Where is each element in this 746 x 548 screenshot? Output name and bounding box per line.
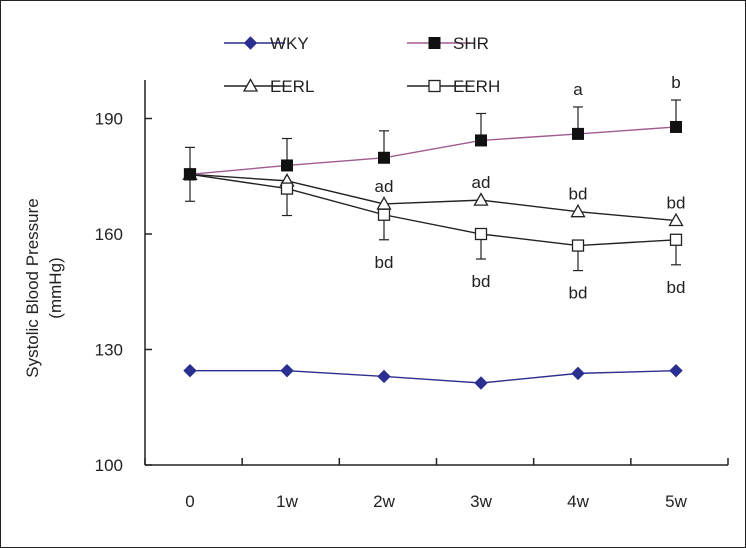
series-wky — [183, 363, 683, 390]
x-tick-label: 5w — [665, 492, 687, 511]
data-point-eerh — [377, 208, 391, 221]
data-point-wky — [571, 366, 585, 381]
series-line-eerl — [189, 173, 677, 222]
legend-label: SHR — [453, 34, 489, 53]
data-point-shr — [670, 120, 682, 133]
data-point-eerh — [669, 233, 683, 246]
data-point-eerh — [280, 182, 294, 195]
legend-label: EERH — [453, 77, 500, 96]
axes: 100 130 160 190 0 1w 2w 3w 4w 5w — [95, 80, 729, 511]
legend-label: WKY — [270, 34, 309, 53]
series-eerl: ad ad bd bd — [182, 166, 686, 227]
series-line-shr — [189, 126, 677, 176]
series-eerh: bd bd bd bd — [183, 168, 686, 303]
data-point-wky — [280, 363, 294, 378]
significance-label: bd — [472, 272, 491, 291]
y-axis-unit-label: (mmHg) — [46, 257, 65, 318]
x-tick-label: 1w — [276, 492, 298, 511]
data-point-eerh — [571, 239, 585, 252]
significance-label: bd — [667, 194, 686, 213]
legend-item-wky: WKY — [224, 34, 309, 53]
significance-label: bd — [569, 284, 588, 303]
data-point-shr — [378, 151, 390, 164]
legend-marker — [242, 78, 259, 92]
data-point-wky — [183, 363, 197, 378]
y-tick-label: 160 — [95, 225, 123, 244]
data-point-eerl — [473, 192, 489, 206]
y-tick-label: 130 — [95, 341, 123, 360]
legend-label: EERL — [270, 77, 314, 96]
significance-label: bd — [667, 278, 686, 297]
data-point-wky — [474, 376, 488, 390]
x-tick-label: 0 — [185, 492, 194, 511]
legend-item-eerl: EERL — [224, 77, 314, 96]
legend: WKY SHR EERL EERH — [224, 34, 500, 96]
x-tick-label: 3w — [470, 492, 492, 511]
legend-marker — [428, 79, 441, 93]
significance-label: b — [671, 73, 680, 92]
significance-label: a — [573, 80, 583, 99]
data-point-eerl — [570, 203, 586, 218]
data-point-eerl — [668, 212, 684, 227]
data-point-wky — [377, 369, 391, 384]
data-point-eerh — [474, 227, 488, 241]
series-line-wky — [190, 369, 677, 384]
data-point-wky — [669, 363, 683, 378]
y-tick-label: 100 — [95, 456, 123, 475]
x-tick-label: 4w — [567, 492, 589, 511]
data-point-shr — [184, 168, 196, 181]
data-point-shr — [572, 127, 584, 140]
significance-label: ad — [375, 177, 394, 196]
legend-marker — [428, 37, 441, 49]
data-point-shr — [281, 159, 293, 172]
significance-label: bd — [569, 185, 588, 204]
data-point-shr — [475, 134, 487, 147]
significance-label: bd — [375, 253, 394, 272]
legend-item-shr: SHR — [407, 34, 489, 53]
legend-marker — [243, 36, 258, 50]
series-line-eerh — [189, 173, 677, 247]
legend-item-eerh: EERH — [407, 77, 500, 96]
y-axis-label: Systolic Blood Pressure — [23, 198, 42, 378]
significance-label: ad — [472, 173, 491, 192]
y-tick-label: 190 — [95, 110, 123, 129]
x-tick-label: 2w — [373, 492, 395, 511]
